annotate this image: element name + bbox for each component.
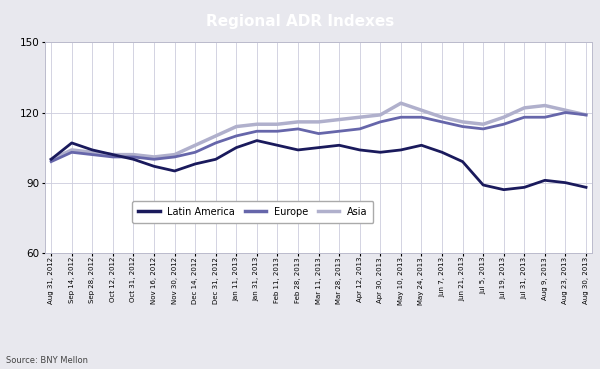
Legend: Latin America, Europe, Asia: Latin America, Europe, Asia bbox=[133, 201, 373, 223]
Text: Source: BNY Mellon: Source: BNY Mellon bbox=[6, 356, 88, 365]
Text: Regional ADR Indexes: Regional ADR Indexes bbox=[206, 14, 394, 29]
